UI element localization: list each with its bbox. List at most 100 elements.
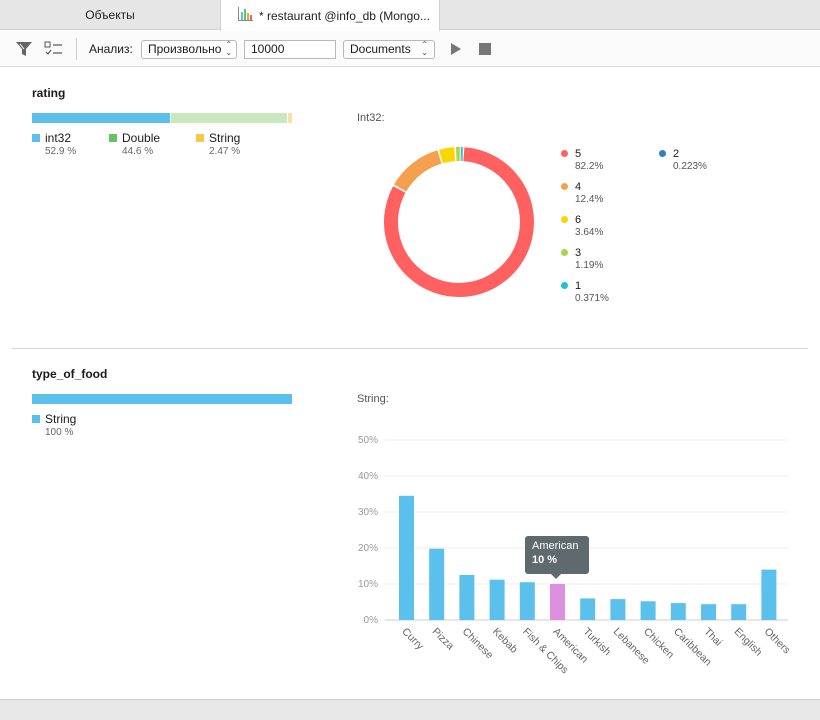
section-divider bbox=[12, 348, 808, 349]
tab-bar: Объекты * restaurant @info_db (Mongo... bbox=[0, 0, 820, 31]
mode-select[interactable]: Произвольно ⌃ ⌄ bbox=[141, 39, 237, 59]
legend-percent: 100 % bbox=[45, 427, 74, 438]
legend-swatch bbox=[109, 134, 117, 142]
donut-legend-item-4: 4 12.4% bbox=[561, 181, 603, 205]
legend-percent: 3.64% bbox=[575, 227, 604, 238]
legend-label: 4 bbox=[575, 181, 582, 193]
legend-swatch bbox=[32, 134, 40, 142]
legend-swatch bbox=[32, 415, 40, 423]
bar-others[interactable] bbox=[761, 569, 777, 620]
bar-tooltip: American 10 % bbox=[525, 536, 589, 579]
legend-percent: 0.223% bbox=[673, 161, 707, 172]
legend-dot bbox=[561, 216, 568, 223]
legend-label: Double bbox=[122, 131, 161, 145]
legend-item-int32: int32 52.9 % bbox=[32, 131, 76, 157]
bar-lebanese[interactable] bbox=[610, 599, 626, 620]
bar-chart-subtitle: String: bbox=[357, 393, 389, 405]
donut-legend-item-3: 3 1.19% bbox=[561, 247, 603, 271]
status-bar bbox=[0, 699, 820, 720]
y-tick-label: 50% bbox=[358, 435, 378, 446]
donut-slice-4[interactable] bbox=[394, 150, 442, 192]
bar-chinese[interactable] bbox=[459, 575, 475, 620]
toolbar: Анализ: Произвольно ⌃ ⌄ 10000 Documents ⌃… bbox=[0, 31, 820, 67]
collection-select[interactable]: Documents ⌃ ⌄ bbox=[343, 39, 435, 59]
donut-legend-item-1: 1 0.371% bbox=[561, 280, 609, 304]
legend-label: 3 bbox=[575, 247, 582, 259]
y-tick-label: 0% bbox=[364, 615, 379, 626]
tab-objects[interactable]: Объекты bbox=[0, 0, 220, 30]
checklist-icon[interactable] bbox=[44, 39, 64, 59]
bar-fish-chips[interactable] bbox=[519, 582, 535, 620]
filter-icon[interactable] bbox=[15, 39, 33, 59]
legend-dot bbox=[561, 282, 568, 289]
tab-label: Объекты bbox=[85, 8, 135, 22]
field-title-rating: rating bbox=[32, 86, 66, 100]
legend-label: 1 bbox=[575, 280, 582, 292]
tooltip-value: 10 % bbox=[532, 554, 558, 566]
legend-percent: 2.47 % bbox=[209, 146, 241, 157]
legend-item-string: String 2.47 % bbox=[196, 131, 241, 157]
bar-caribbean[interactable] bbox=[670, 603, 686, 620]
type-bar-segment[interactable] bbox=[32, 113, 170, 123]
legend-item-double: Double 44.6 % bbox=[109, 131, 161, 157]
legend-dot bbox=[659, 150, 666, 157]
donut-legend-item-6: 6 3.64% bbox=[561, 214, 603, 238]
legend-item-string: String 100 % bbox=[32, 412, 76, 438]
x-tick-label: English bbox=[732, 626, 765, 659]
type-bar-segment[interactable] bbox=[171, 113, 287, 123]
mode-select-value: Произвольно bbox=[148, 42, 222, 56]
donut-slice-6[interactable] bbox=[439, 147, 456, 164]
y-tick-label: 30% bbox=[358, 507, 378, 518]
chevron-updown-icon: ⌃ ⌄ bbox=[421, 40, 428, 57]
chevron-updown-icon: ⌃ ⌄ bbox=[225, 40, 233, 57]
chart-icon bbox=[237, 7, 253, 24]
stop-icon[interactable] bbox=[479, 39, 492, 59]
tab-label: * restaurant @info_db (Mongo... bbox=[259, 8, 430, 23]
legend-percent: 1.19% bbox=[575, 260, 604, 271]
bar-thai[interactable] bbox=[701, 604, 716, 620]
analysis-label: Анализ: bbox=[89, 39, 133, 59]
legend-dot bbox=[561, 249, 568, 256]
bar-turkish[interactable] bbox=[580, 598, 596, 620]
type-bar-segment[interactable] bbox=[32, 394, 292, 404]
bar-kebab[interactable] bbox=[489, 579, 505, 620]
bar-english[interactable] bbox=[731, 604, 747, 620]
donut-slice-5[interactable] bbox=[384, 147, 534, 297]
tooltip-name: American bbox=[532, 540, 579, 552]
play-icon[interactable] bbox=[449, 39, 463, 59]
limit-input[interactable]: 10000 bbox=[244, 39, 336, 59]
collection-select-value: Documents bbox=[350, 42, 411, 56]
bar-curry[interactable] bbox=[399, 495, 414, 620]
toolbar-separator bbox=[76, 38, 77, 60]
legend-percent: 44.6 % bbox=[122, 146, 154, 157]
legend-percent: 0.371% bbox=[575, 293, 609, 304]
y-tick-label: 20% bbox=[358, 543, 378, 554]
x-tick-label: Others bbox=[762, 626, 790, 657]
legend-percent: 52.9 % bbox=[45, 146, 77, 157]
legend-percent: 82.2% bbox=[575, 161, 604, 172]
donut-legend-item-2: 2 0.223% bbox=[659, 148, 707, 172]
bar-american[interactable] bbox=[550, 584, 565, 620]
donut-subtitle: Int32: bbox=[357, 112, 385, 124]
bar-pizza[interactable] bbox=[429, 548, 445, 620]
x-tick-label: Thai bbox=[701, 626, 724, 649]
legend-dot bbox=[561, 183, 568, 190]
legend-label: 5 bbox=[575, 148, 582, 160]
analysis-label-text: Анализ: bbox=[89, 42, 133, 56]
legend-label: int32 bbox=[45, 131, 72, 145]
type-bar-segment[interactable] bbox=[288, 113, 292, 123]
donut-legend-item-5: 5 82.2% bbox=[561, 148, 603, 172]
legend-swatch bbox=[196, 134, 204, 142]
bar-chicken[interactable] bbox=[640, 601, 656, 620]
y-tick-label: 40% bbox=[358, 471, 378, 482]
y-tick-label: 10% bbox=[358, 579, 378, 590]
field-title-type-of-food: type_of_food bbox=[32, 367, 108, 381]
legend-dot bbox=[561, 150, 568, 157]
x-tick-label: Chinese bbox=[460, 626, 496, 662]
legend-label: 6 bbox=[575, 214, 582, 226]
tab-restaurant[interactable]: * restaurant @info_db (Mongo... bbox=[220, 0, 440, 31]
x-tick-label: Pizza bbox=[430, 626, 457, 653]
legend-label: String bbox=[209, 131, 241, 145]
legend-label: 2 bbox=[673, 148, 680, 160]
